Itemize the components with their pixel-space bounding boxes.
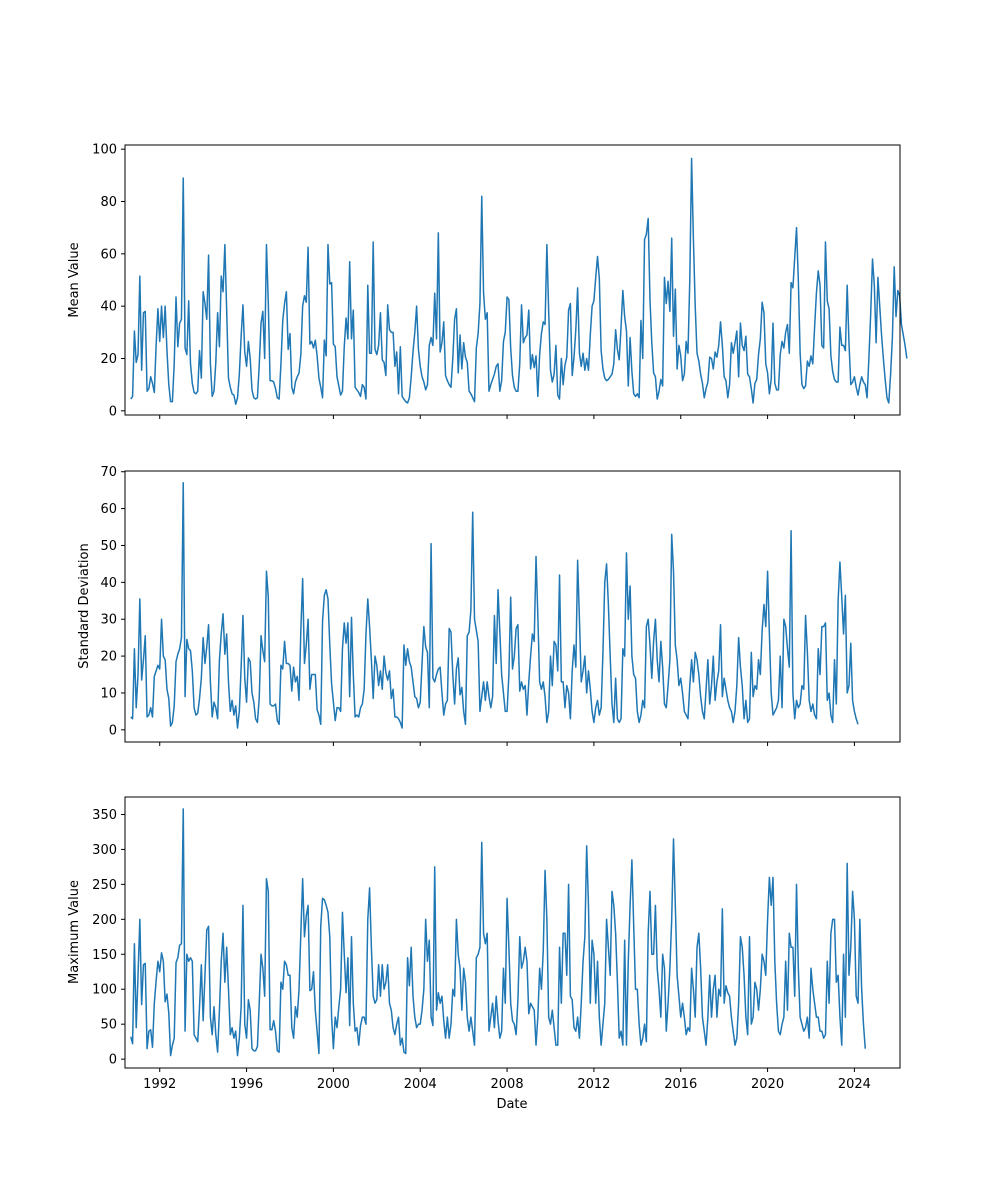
x-tick-label-2008: 2008	[491, 1077, 524, 1092]
y-tick-label-mean-80: 80	[100, 195, 117, 210]
subplot-max: Maximum Value Date 0 50 100 150 200 250 300 350…	[67, 796, 901, 1112]
y-tick-label-max-100: 100	[92, 983, 117, 998]
x-axis-label-date: Date	[496, 1097, 527, 1112]
series-line-mean	[130, 157, 908, 406]
y-tick-label-max-250: 250	[92, 878, 117, 893]
y-tick-label-max-300: 300	[92, 843, 117, 858]
y-tick-label-max-350: 350	[92, 808, 117, 823]
y-tick-label-mean-100: 100	[92, 143, 117, 158]
subplot-mean: Mean Value 0 20 40 60 80 100	[67, 143, 908, 419]
y-tick-label-std-20: 20	[100, 650, 117, 665]
y-tick-label-std-40: 40	[100, 576, 117, 591]
y-tick-label-mean-0: 0	[109, 404, 117, 419]
y-axis-label-max: Maximum Value	[67, 880, 82, 984]
y-tick-label-std-30: 30	[100, 613, 117, 628]
y-tick-label-std-50: 50	[100, 539, 117, 554]
x-tick-label-1992: 1992	[143, 1077, 176, 1092]
y-tick-label-std-60: 60	[100, 502, 117, 517]
x-tick-label-2024: 2024	[838, 1077, 871, 1092]
y-tick-label-max-150: 150	[92, 948, 117, 963]
x-tick-label-1996: 1996	[230, 1077, 263, 1092]
y-tick-label-std-0: 0	[109, 723, 117, 738]
y-tick-label-max-200: 200	[92, 913, 117, 928]
x-tick-label-2016: 2016	[664, 1077, 697, 1092]
y-axis-label-mean: Mean Value	[67, 242, 82, 317]
y-tick-label-max-0: 0	[109, 1053, 117, 1068]
x-tick-label-2004: 2004	[404, 1077, 437, 1092]
y-tick-label-max-50: 50	[100, 1018, 117, 1033]
y-tick-label-mean-20: 20	[100, 352, 117, 367]
subplot-std: Standard Deviation 0 10 20 30 40 50 60 70	[77, 465, 901, 746]
x-tick-label-2000: 2000	[317, 1077, 350, 1092]
x-tick-label-2012: 2012	[577, 1077, 610, 1092]
x-tick-label-2020: 2020	[751, 1077, 784, 1092]
axes-frame-max	[124, 796, 901, 1069]
axes-frame-std	[124, 470, 901, 743]
y-tick-label-std-10: 10	[100, 686, 117, 701]
y-tick-label-mean-40: 40	[100, 300, 117, 315]
series-line-max	[130, 808, 867, 1057]
y-tick-label-mean-60: 60	[100, 247, 117, 262]
y-axis-label-std: Standard Deviation	[77, 543, 92, 668]
axes-frame-mean	[124, 144, 901, 416]
series-line-std	[130, 482, 859, 729]
y-tick-label-std-70: 70	[100, 465, 117, 480]
